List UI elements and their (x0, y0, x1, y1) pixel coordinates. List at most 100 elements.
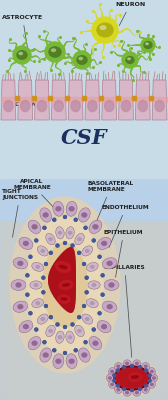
Circle shape (45, 305, 47, 307)
Circle shape (56, 323, 59, 326)
Ellipse shape (142, 386, 150, 394)
Circle shape (123, 388, 126, 390)
Ellipse shape (31, 224, 38, 230)
Circle shape (53, 349, 56, 352)
Bar (48, 96, 52, 100)
Circle shape (49, 252, 52, 254)
Ellipse shape (86, 299, 98, 308)
Bar (152, 97, 167, 102)
Ellipse shape (97, 320, 111, 333)
Ellipse shape (66, 331, 74, 343)
Circle shape (98, 255, 101, 258)
Circle shape (35, 239, 38, 242)
Ellipse shape (71, 100, 80, 112)
Ellipse shape (89, 220, 102, 234)
Polygon shape (152, 80, 167, 120)
Text: ENDOTHELIUM: ENDOTHELIUM (102, 205, 150, 248)
Circle shape (113, 374, 116, 377)
Polygon shape (35, 80, 49, 120)
Ellipse shape (148, 368, 155, 376)
Ellipse shape (102, 301, 117, 312)
Ellipse shape (54, 100, 64, 112)
Circle shape (71, 323, 74, 326)
Ellipse shape (40, 348, 52, 362)
Ellipse shape (133, 360, 141, 367)
Text: GAP
JUNCTION: GAP JUNCTION (2, 97, 36, 107)
Circle shape (45, 305, 47, 307)
Circle shape (53, 218, 56, 221)
Ellipse shape (55, 358, 61, 364)
Ellipse shape (58, 295, 70, 303)
Polygon shape (68, 80, 83, 120)
Polygon shape (135, 80, 150, 120)
Ellipse shape (28, 336, 41, 350)
Circle shape (123, 366, 126, 368)
Circle shape (71, 244, 74, 247)
Ellipse shape (27, 217, 103, 353)
Circle shape (92, 239, 95, 242)
Ellipse shape (92, 224, 99, 230)
Circle shape (84, 341, 87, 344)
Circle shape (113, 379, 116, 382)
PathPatch shape (48, 247, 76, 313)
Ellipse shape (49, 47, 61, 57)
Ellipse shape (46, 233, 55, 245)
Ellipse shape (10, 197, 120, 373)
Ellipse shape (128, 58, 130, 60)
Ellipse shape (152, 376, 156, 380)
Circle shape (64, 326, 66, 328)
Ellipse shape (116, 364, 120, 368)
Circle shape (29, 255, 32, 258)
Circle shape (84, 226, 87, 229)
Circle shape (74, 349, 77, 352)
Circle shape (78, 252, 80, 254)
Bar (51, 97, 66, 102)
Bar (68, 97, 83, 102)
Bar (1, 97, 16, 102)
Circle shape (43, 341, 46, 344)
Circle shape (64, 352, 66, 354)
Ellipse shape (56, 331, 64, 343)
Ellipse shape (75, 233, 84, 245)
Circle shape (117, 384, 119, 387)
Circle shape (64, 216, 66, 218)
Circle shape (148, 379, 151, 382)
Ellipse shape (116, 388, 120, 392)
Ellipse shape (107, 374, 114, 382)
Ellipse shape (34, 283, 38, 287)
Circle shape (84, 341, 87, 344)
Circle shape (113, 379, 116, 382)
Ellipse shape (48, 237, 53, 241)
Circle shape (74, 218, 77, 221)
Ellipse shape (109, 380, 116, 388)
Circle shape (98, 312, 101, 315)
Ellipse shape (58, 335, 62, 339)
Ellipse shape (92, 283, 96, 287)
Ellipse shape (123, 389, 131, 396)
Circle shape (84, 226, 87, 229)
Ellipse shape (17, 261, 24, 266)
Polygon shape (18, 80, 33, 120)
Circle shape (42, 291, 45, 294)
Ellipse shape (107, 261, 113, 266)
Circle shape (29, 312, 32, 315)
Ellipse shape (66, 201, 77, 216)
Ellipse shape (55, 262, 71, 272)
Circle shape (26, 274, 29, 277)
Ellipse shape (78, 208, 90, 222)
Ellipse shape (86, 262, 98, 271)
Bar (149, 96, 153, 100)
Circle shape (101, 293, 104, 296)
Bar (0, 180, 168, 220)
Polygon shape (102, 80, 117, 120)
Ellipse shape (146, 43, 148, 45)
Text: EPENDYMAL CELL: EPENDYMAL CELL (65, 97, 127, 112)
Ellipse shape (125, 391, 129, 394)
Ellipse shape (144, 388, 148, 392)
Circle shape (43, 226, 46, 229)
Ellipse shape (23, 241, 29, 246)
Ellipse shape (114, 362, 122, 370)
Ellipse shape (109, 368, 116, 376)
Ellipse shape (110, 383, 114, 386)
Ellipse shape (13, 258, 28, 269)
